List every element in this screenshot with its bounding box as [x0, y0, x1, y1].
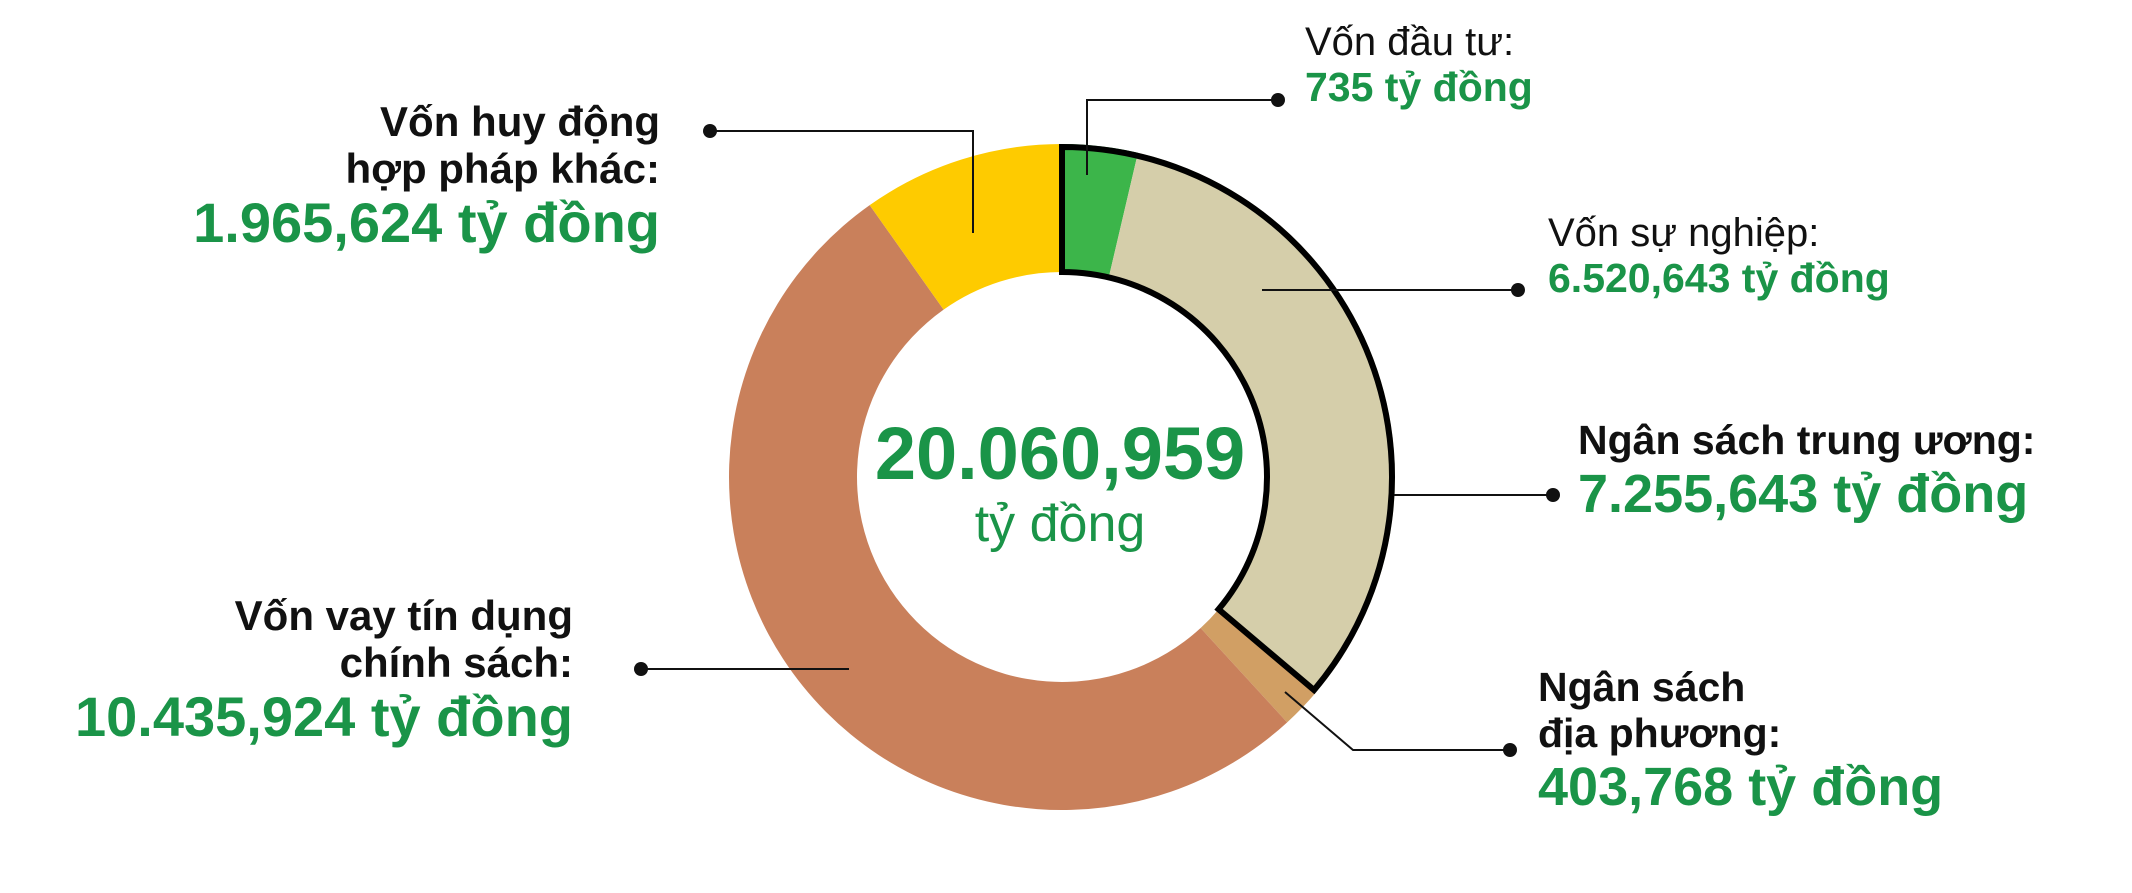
leader-line-von-huy-dong [710, 130, 974, 233]
label-title: Vốn sự nghiệp: [1548, 211, 1820, 255]
label-value: 1.965,624 tỷ đồng [193, 191, 660, 255]
total-center: 20.060,959 tỷ đồng [840, 415, 1280, 555]
leader-line-von-dau-tu [1086, 99, 1278, 175]
label-value: 7.255,643 tỷ đồng [1578, 463, 2029, 524]
leader-lines [634, 93, 1560, 757]
slice-von-huy-dong [869, 144, 1062, 310]
label-von-su-nghiep: Vốn sự nghiệp: 6.520,643 tỷ đồng [1548, 211, 1890, 302]
total-value: 20.060,959 [874, 412, 1246, 495]
label-value: 735 tỷ đồng [1305, 63, 1533, 110]
label-title-line2: địa phương: [1538, 709, 1782, 756]
outline-ngan-sach-trung-uong [1059, 143, 1395, 695]
label-title-line1: Vốn vay tín dụng [234, 592, 573, 639]
slice-von-dau-tu [1062, 144, 1138, 278]
label-value: 403,768 tỷ đồng [1538, 756, 1944, 817]
leader-line-ngan-sach-dia-phuong [1284, 691, 1510, 751]
label-title-line2: hợp pháp khác: [345, 145, 660, 193]
label-ngan-sach-trung-uong: Ngân sách trung ương: 7.255,643 tỷ đồng [1578, 417, 2036, 524]
label-value: 6.520,643 tỷ đồng [1548, 254, 1890, 301]
label-title: Vốn đầu tư: [1305, 20, 1515, 64]
leader-dot-von-su-nghiep [1511, 283, 1525, 297]
label-title-line1: Vốn huy động [380, 98, 660, 145]
label-von-vay: Vốn vay tín dụng chính sách: 10.435,924 … [20, 592, 573, 749]
leader-dot-ngan-sach-trung-uong [1546, 488, 1560, 502]
slice-von-su-nghiep [1108, 152, 1395, 692]
leader-dot-von-vay [634, 662, 648, 676]
label-title-line1: Ngân sách [1538, 664, 1746, 710]
label-title-line2: chính sách: [339, 639, 573, 687]
label-title: Ngân sách trung ương: [1578, 417, 2036, 463]
leader-dot-von-huy-dong [703, 124, 717, 138]
label-ngan-sach-dia-phuong: Ngân sách địa phương: 403,768 tỷ đồng [1538, 664, 1944, 817]
leader-dot-von-dau-tu [1271, 93, 1285, 107]
donut-slices [728, 144, 1395, 811]
label-value: 10.435,924 tỷ đồng [74, 685, 573, 749]
label-von-huy-dong: Vốn huy động hợp pháp khác: 1.965,624 tỷ… [100, 98, 660, 255]
total-unit: tỷ đồng [974, 494, 1146, 553]
slice-von-vay [728, 205, 1288, 811]
leader-dot-ngan-sach-dia-phuong [1503, 743, 1517, 757]
central-budget-outline [1059, 143, 1395, 695]
label-von-dau-tu: Vốn đầu tư: 735 tỷ đồng [1305, 20, 1533, 111]
